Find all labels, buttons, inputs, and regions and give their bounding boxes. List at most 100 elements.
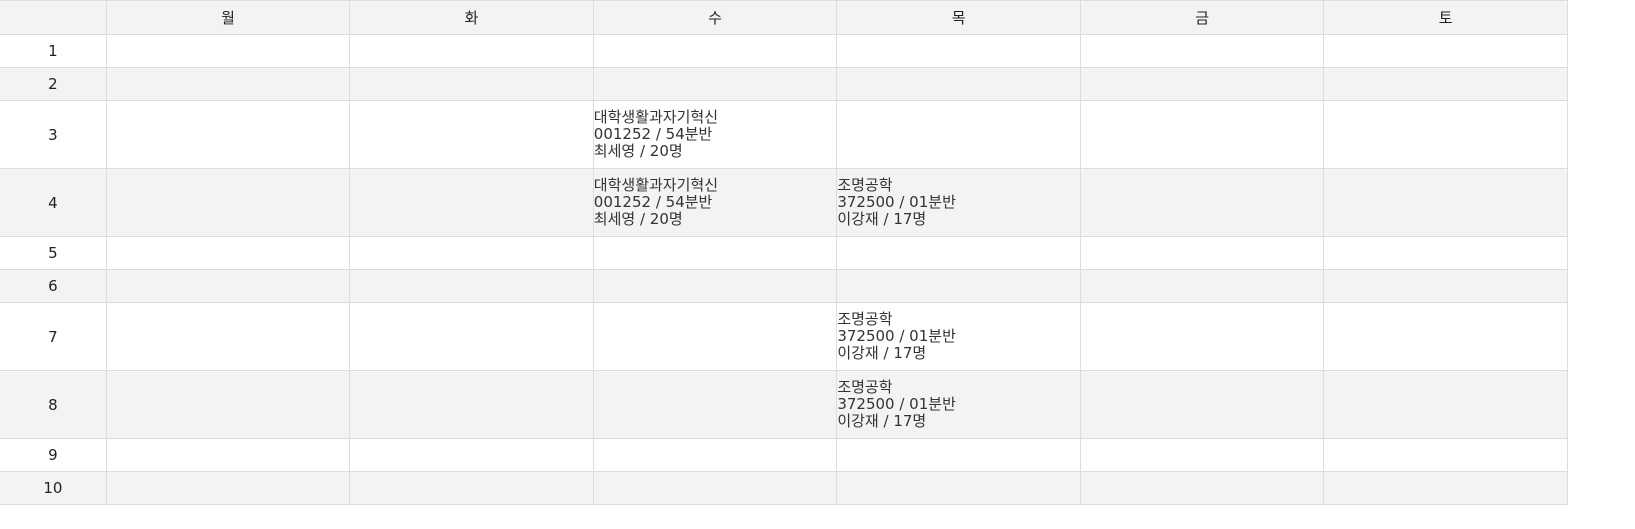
course-code: 372500 / 01분반	[837, 395, 956, 413]
timetable-cell-fri	[1079, 471, 1325, 505]
timetable-cell-thu	[836, 269, 1081, 303]
period-number: 10	[0, 471, 107, 505]
period-number: 1	[0, 34, 107, 68]
period-number: 7	[0, 302, 107, 371]
timetable-cell-thu	[836, 438, 1081, 472]
day-header-wed: 수	[592, 0, 838, 35]
timetable-cell-sat	[1323, 168, 1568, 237]
period-number: 9	[0, 438, 107, 472]
table-row: 3 대학생활과자기혁신 001252 / 54분반 최세영 / 20명	[0, 100, 1568, 169]
timetable-cell-thu[interactable]: 조명공학 372500 / 01분반 이강재 / 17명	[836, 302, 1081, 371]
timetable-cell-thu	[836, 34, 1081, 68]
timetable-cell-mon	[105, 370, 351, 439]
timetable-cell-mon	[105, 471, 351, 505]
period-number: 3	[0, 100, 107, 169]
timetable-cell-tue	[349, 168, 594, 237]
timetable-cell-sat	[1323, 100, 1568, 169]
timetable-cell-tue	[349, 236, 594, 270]
timetable-cell-thu	[836, 100, 1081, 169]
timetable-cell-sat	[1323, 438, 1568, 472]
timetable-cell-wed	[592, 302, 838, 371]
timetable-cell-wed[interactable]: 대학생활과자기혁신 001252 / 54분반 최세영 / 20명	[592, 168, 838, 237]
timetable-cell-thu	[836, 471, 1081, 505]
timetable-cell-wed	[592, 269, 838, 303]
course-entry[interactable]: 조명공학 372500 / 01분반 이강재 / 17명	[837, 177, 1080, 228]
timetable-body: 1 2 3 대학생활과자기혁신 001252 / 54분반 최세영 / 20명 4 대학생활과…	[0, 34, 1568, 505]
timetable-cell-sat	[1323, 67, 1568, 101]
course-code: 372500 / 01분반	[837, 327, 956, 345]
timetable-cell-fri	[1079, 34, 1325, 68]
course-entry[interactable]: 조명공학 372500 / 01분반 이강재 / 17명	[837, 379, 1080, 430]
course-name: 조명공학	[837, 378, 893, 396]
day-header-sat: 토	[1323, 0, 1568, 35]
timetable-cell-mon	[105, 67, 351, 101]
period-number: 5	[0, 236, 107, 270]
timetable-cell-tue	[349, 471, 594, 505]
timetable-cell-wed[interactable]: 대학생활과자기혁신 001252 / 54분반 최세영 / 20명	[592, 100, 838, 169]
timetable-cell-fri	[1079, 370, 1325, 439]
course-instructor: 최세영 / 20명	[593, 142, 683, 160]
course-name: 대학생활과자기혁신	[593, 176, 718, 194]
timetable-cell-mon	[105, 236, 351, 270]
table-row: 2	[0, 67, 1568, 101]
timetable-cell-thu[interactable]: 조명공학 372500 / 01분반 이강재 / 17명	[836, 370, 1081, 439]
timetable-cell-fri	[1079, 67, 1325, 101]
period-number: 6	[0, 269, 107, 303]
timetable-cell-wed	[592, 370, 838, 439]
table-row: 4 대학생활과자기혁신 001252 / 54분반 최세영 / 20명 조명공학 3725…	[0, 168, 1568, 237]
timetable-cell-mon	[105, 438, 351, 472]
timetable: 월 화 수 목 금 토 1 2 3 대학생활과자기혁신 001252 / 54분반 최세영…	[0, 0, 1568, 505]
timetable-cell-fri	[1079, 438, 1325, 472]
timetable-cell-sat	[1323, 269, 1568, 303]
course-code: 001252 / 54분반	[593, 193, 713, 211]
timetable-cell-wed	[592, 438, 838, 472]
table-row: 7 조명공학 372500 / 01분반 이강재 / 17명	[0, 302, 1568, 371]
timetable-cell-thu	[836, 236, 1081, 270]
table-row: 1	[0, 34, 1568, 68]
course-instructor: 이강재 / 17명	[837, 412, 927, 430]
timetable-cell-sat	[1323, 236, 1568, 270]
timetable-cell-mon	[105, 302, 351, 371]
timetable-cell-tue	[349, 269, 594, 303]
timetable-cell-fri	[1079, 269, 1325, 303]
course-name: 대학생활과자기혁신	[593, 108, 718, 126]
timetable-cell-mon	[105, 34, 351, 68]
course-entry[interactable]: 대학생활과자기혁신 001252 / 54분반 최세영 / 20명	[594, 109, 837, 160]
timetable-cell-tue	[349, 438, 594, 472]
timetable-cell-thu[interactable]: 조명공학 372500 / 01분반 이강재 / 17명	[836, 168, 1081, 237]
timetable-cell-mon	[105, 100, 351, 169]
period-number: 4	[0, 168, 107, 237]
table-row: 9	[0, 438, 1568, 472]
day-header-fri: 금	[1079, 0, 1325, 35]
period-number: 2	[0, 67, 107, 101]
course-instructor: 이강재 / 17명	[837, 344, 927, 362]
course-name: 조명공학	[837, 310, 893, 328]
timetable-cell-fri	[1079, 168, 1325, 237]
timetable-cell-fri	[1079, 236, 1325, 270]
table-row: 10	[0, 471, 1568, 505]
timetable-cell-wed	[592, 471, 838, 505]
timetable-cell-sat	[1323, 370, 1568, 439]
timetable-cell-tue	[349, 370, 594, 439]
course-code: 001252 / 54분반	[593, 125, 713, 143]
table-row: 8 조명공학 372500 / 01분반 이강재 / 17명	[0, 370, 1568, 439]
table-row: 5	[0, 236, 1568, 270]
timetable-cell-fri	[1079, 100, 1325, 169]
timetable-cell-tue	[349, 34, 594, 68]
course-entry[interactable]: 대학생활과자기혁신 001252 / 54분반 최세영 / 20명	[594, 177, 837, 228]
course-entry[interactable]: 조명공학 372500 / 01분반 이강재 / 17명	[837, 311, 1080, 362]
day-header-thu: 목	[836, 0, 1081, 35]
timetable-cell-fri	[1079, 302, 1325, 371]
period-header-corner	[0, 0, 107, 35]
timetable-cell-wed	[592, 236, 838, 270]
timetable-cell-sat	[1323, 302, 1568, 371]
timetable-cell-sat	[1323, 34, 1568, 68]
course-code: 372500 / 01분반	[837, 193, 956, 211]
day-header-mon: 월	[105, 0, 351, 35]
timetable-cell-sat	[1323, 471, 1568, 505]
table-row: 6	[0, 269, 1568, 303]
day-header-tue: 화	[349, 0, 594, 35]
timetable-cell-thu	[836, 67, 1081, 101]
course-instructor: 최세영 / 20명	[593, 210, 683, 228]
period-number: 8	[0, 370, 107, 439]
